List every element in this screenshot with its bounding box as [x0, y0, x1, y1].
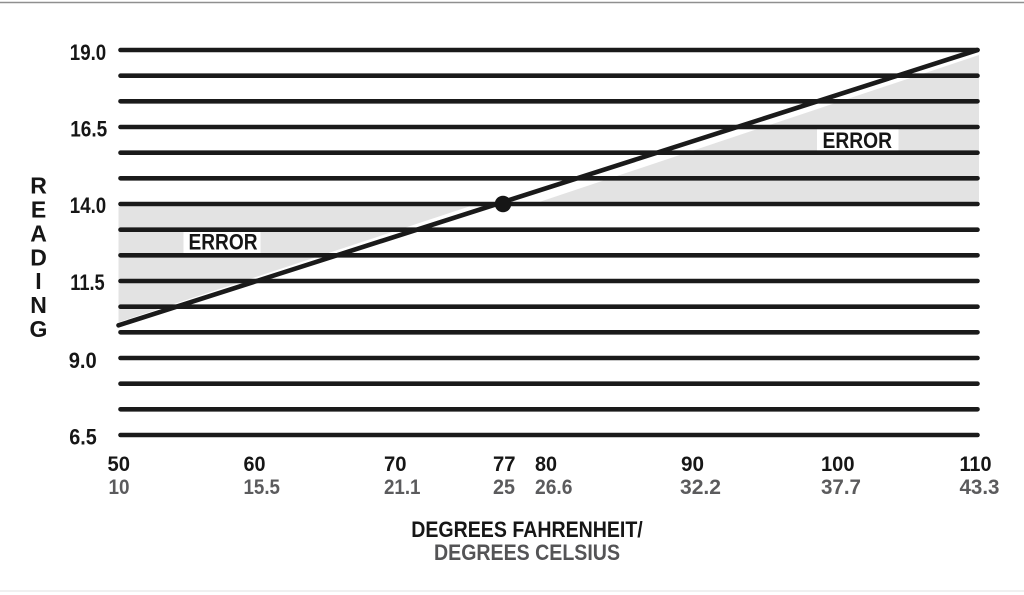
svg-text:11.5: 11.5	[70, 270, 105, 295]
svg-text:N: N	[30, 292, 47, 318]
svg-text:A: A	[30, 220, 47, 246]
svg-text:60: 60	[244, 452, 266, 476]
svg-text:37.7: 37.7	[821, 475, 861, 499]
svg-text:100: 100	[821, 452, 855, 476]
svg-text:ERROR: ERROR	[189, 230, 258, 255]
svg-text:10: 10	[109, 475, 130, 499]
svg-text:25: 25	[493, 475, 515, 499]
svg-text:ERROR: ERROR	[823, 128, 893, 153]
svg-text:14.0: 14.0	[70, 193, 106, 218]
svg-text:77: 77	[493, 452, 516, 476]
svg-text:50: 50	[108, 452, 131, 476]
svg-text:DEGREES FAHRENHEIT/: DEGREES FAHRENHEIT/	[411, 517, 643, 542]
svg-text:G: G	[30, 316, 48, 342]
svg-text:DEGREES CELSIUS: DEGREES CELSIUS	[434, 540, 620, 565]
svg-text:15.5: 15.5	[244, 475, 281, 499]
svg-text:32.2: 32.2	[680, 475, 721, 499]
svg-text:21.1: 21.1	[384, 475, 421, 499]
svg-text:90: 90	[681, 452, 704, 476]
svg-text:19.0: 19.0	[70, 40, 106, 65]
svg-text:R: R	[30, 173, 47, 199]
svg-text:26.6: 26.6	[535, 475, 573, 499]
svg-text:9.0: 9.0	[69, 348, 97, 373]
svg-text:70: 70	[384, 452, 407, 476]
svg-text:E: E	[31, 196, 46, 222]
svg-text:110: 110	[960, 452, 992, 476]
svg-text:80: 80	[535, 452, 557, 476]
svg-text:6.5: 6.5	[69, 425, 97, 450]
svg-text:D: D	[30, 244, 47, 270]
svg-text:16.5: 16.5	[70, 117, 107, 142]
svg-text:I: I	[35, 268, 41, 294]
svg-text:43.3: 43.3	[960, 475, 1000, 499]
